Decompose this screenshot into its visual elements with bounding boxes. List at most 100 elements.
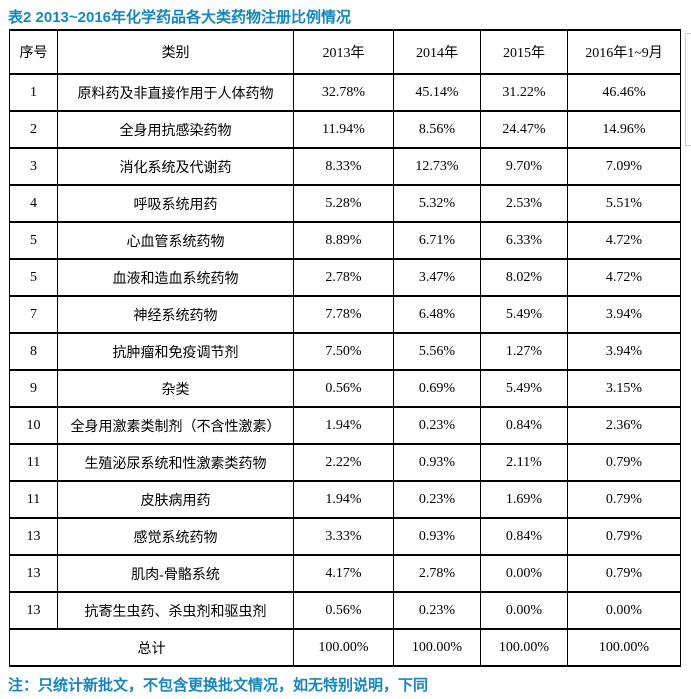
value-cell-2014: 0.23%: [393, 406, 481, 445]
value-cell-2014: 5.32%: [393, 184, 481, 223]
value-cell-2016: 7.09%: [567, 147, 681, 186]
category-cell: 血液和造血系统药物: [57, 258, 294, 297]
serial-number-cell: 7: [9, 295, 58, 334]
value-cell-2016: 4.72%: [567, 258, 681, 297]
value-cell-2016: 0.79%: [567, 480, 681, 519]
table-body: 1 原料药及非直接作用于人体药物 32.78% 45.14% 31.22% 46…: [9, 73, 681, 630]
value-cell-2013: 3.33%: [293, 517, 394, 556]
value-cell-2015: 6.33%: [480, 221, 568, 260]
value-cell-2016: 4.72%: [567, 221, 681, 260]
value-cell-2015: 0.84%: [480, 517, 568, 556]
table-row: 7 神经系统药物 7.78% 6.48% 5.49% 3.94%: [9, 295, 681, 334]
total-value-2013: 100.00%: [293, 628, 394, 667]
value-cell-2015: 2.53%: [480, 184, 568, 223]
value-cell-2013: 1.94%: [293, 406, 394, 445]
value-cell-2013: 32.78%: [293, 73, 394, 112]
value-cell-2014: 0.93%: [393, 443, 481, 482]
table-row: 10 全身用激素类制剂（不含性激素） 1.94% 0.23% 0.84% 2.3…: [9, 406, 681, 445]
value-cell-2016: 5.51%: [567, 184, 681, 223]
serial-number-cell: 8: [9, 332, 58, 371]
value-cell-2014: 3.47%: [393, 258, 481, 297]
value-cell-2015: 2.11%: [480, 443, 568, 482]
value-cell-2015: 0.84%: [480, 406, 568, 445]
value-cell-2014: 45.14%: [393, 73, 481, 112]
value-cell-2015: 5.49%: [480, 295, 568, 334]
serial-number-cell: 11: [9, 443, 58, 482]
value-cell-2016: 3.94%: [567, 295, 681, 334]
text-frame-edge: [685, 33, 691, 146]
value-cell-2015: 8.02%: [480, 258, 568, 297]
value-cell-2014: 0.69%: [393, 369, 481, 408]
serial-number-cell: 1: [9, 73, 58, 112]
table-row: 5 心血管系统药物 8.89% 6.71% 6.33% 4.72%: [9, 221, 681, 260]
value-cell-2013: 8.89%: [293, 221, 394, 260]
table-row: 3 消化系统及代谢药 8.33% 12.73% 9.70% 7.09%: [9, 147, 681, 186]
serial-number-cell: 3: [9, 147, 58, 186]
value-cell-2014: 12.73%: [393, 147, 481, 186]
serial-number-cell: 5: [9, 221, 58, 260]
header-year-2015: 2015年: [480, 29, 568, 75]
value-cell-2016: 0.00%: [567, 591, 681, 630]
value-cell-2016: 0.79%: [567, 443, 681, 482]
value-cell-2013: 11.94%: [293, 110, 394, 149]
category-cell: 呼吸系统用药: [57, 184, 294, 223]
serial-number-cell: 5: [9, 258, 58, 297]
table-row: 11 生殖泌尿系统和性激素类药物 2.22% 0.93% 2.11% 0.79%: [9, 443, 681, 482]
value-cell-2015: 0.00%: [480, 554, 568, 593]
value-cell-2015: 1.27%: [480, 332, 568, 371]
category-cell: 原料药及非直接作用于人体药物: [57, 73, 294, 112]
footnote: 注：只统计新批文，不包含更换批文情况，如无特别说明，下同: [8, 677, 429, 694]
category-cell: 抗肿瘤和免疫调节剂: [57, 332, 294, 371]
serial-number-cell: 11: [9, 480, 58, 519]
value-cell-2016: 3.94%: [567, 332, 681, 371]
category-cell: 皮肤病用药: [57, 480, 294, 519]
serial-number-cell: 13: [9, 591, 58, 630]
value-cell-2013: 1.94%: [293, 480, 394, 519]
table-row: 8 抗肿瘤和免疫调节剂 7.50% 5.56% 1.27% 3.94%: [9, 332, 681, 371]
value-cell-2013: 7.78%: [293, 295, 394, 334]
value-cell-2014: 0.93%: [393, 517, 481, 556]
value-cell-2014: 6.71%: [393, 221, 481, 260]
value-cell-2015: 9.70%: [480, 147, 568, 186]
table-row: 11 皮肤病用药 1.94% 0.23% 1.69% 0.79%: [9, 480, 681, 519]
value-cell-2016: 2.36%: [567, 406, 681, 445]
header-year-2016: 2016年1~9月: [567, 29, 681, 75]
value-cell-2014: 6.48%: [393, 295, 481, 334]
serial-number-cell: 13: [9, 554, 58, 593]
value-cell-2014: 0.23%: [393, 591, 481, 630]
value-cell-2013: 2.22%: [293, 443, 394, 482]
serial-number-cell: 13: [9, 517, 58, 556]
category-cell: 心血管系统药物: [57, 221, 294, 260]
category-cell: 杂类: [57, 369, 294, 408]
value-cell-2013: 5.28%: [293, 184, 394, 223]
category-cell: 全身用激素类制剂（不含性激素）: [57, 406, 294, 445]
value-cell-2013: 0.56%: [293, 369, 394, 408]
category-cell: 全身用抗感染药物: [57, 110, 294, 149]
value-cell-2015: 5.49%: [480, 369, 568, 408]
table-row: 13 感觉系统药物 3.33% 0.93% 0.84% 0.79%: [9, 517, 681, 556]
value-cell-2013: 2.78%: [293, 258, 394, 297]
value-cell-2016: 14.96%: [567, 110, 681, 149]
value-cell-2015: 0.00%: [480, 591, 568, 630]
value-cell-2015: 31.22%: [480, 73, 568, 112]
value-cell-2015: 24.47%: [480, 110, 568, 149]
value-cell-2013: 4.17%: [293, 554, 394, 593]
value-cell-2016: 46.46%: [567, 73, 681, 112]
table-row: 4 呼吸系统用药 5.28% 5.32% 2.53% 5.51%: [9, 184, 681, 223]
table-row: 13 抗寄生虫药、杀虫剂和驱虫剂 0.56% 0.23% 0.00% 0.00%: [9, 591, 681, 630]
category-cell: 肌肉-骨骼系统: [57, 554, 294, 593]
value-cell-2014: 8.56%: [393, 110, 481, 149]
table-row: 2 全身用抗感染药物 11.94% 8.56% 24.47% 14.96%: [9, 110, 681, 149]
value-cell-2016: 0.79%: [567, 517, 681, 556]
serial-number-cell: 4: [9, 184, 58, 223]
header-serial-number: 序号: [9, 29, 58, 75]
table-row: 1 原料药及非直接作用于人体药物 32.78% 45.14% 31.22% 46…: [9, 73, 681, 112]
value-cell-2013: 8.33%: [293, 147, 394, 186]
value-cell-2015: 1.69%: [480, 480, 568, 519]
table-row: 5 血液和造血系统药物 2.78% 3.47% 8.02% 4.72%: [9, 258, 681, 297]
category-cell: 抗寄生虫药、杀虫剂和驱虫剂: [57, 591, 294, 630]
value-cell-2014: 2.78%: [393, 554, 481, 593]
serial-number-cell: 10: [9, 406, 58, 445]
value-cell-2013: 7.50%: [293, 332, 394, 371]
table-total-row: 总计 100.00% 100.00% 100.00% 100.00%: [9, 628, 681, 667]
